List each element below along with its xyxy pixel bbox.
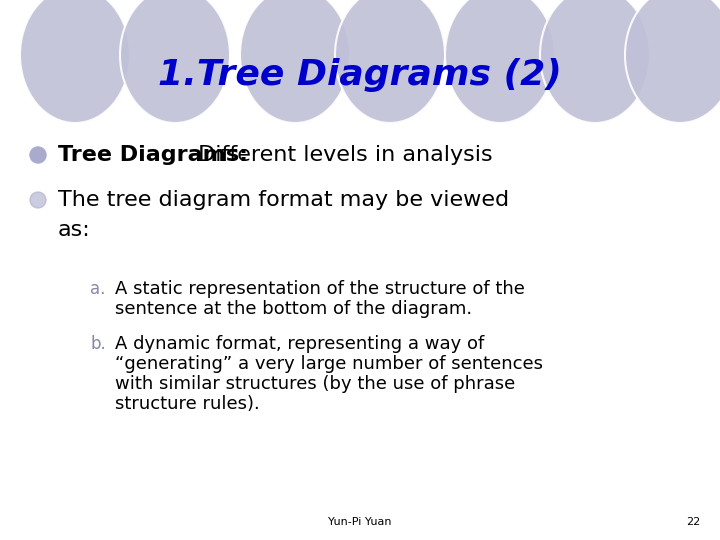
Ellipse shape xyxy=(540,0,650,123)
Text: The tree diagram format may be viewed: The tree diagram format may be viewed xyxy=(58,190,509,210)
Text: A static representation of the structure of the: A static representation of the structure… xyxy=(115,280,525,298)
Text: as:: as: xyxy=(58,220,91,240)
Text: Tree Diagrams:: Tree Diagrams: xyxy=(58,145,248,165)
Text: A dynamic format, representing a way of: A dynamic format, representing a way of xyxy=(115,335,485,353)
Text: 22: 22 xyxy=(685,517,700,527)
Text: “generating” a very large number of sentences: “generating” a very large number of sent… xyxy=(115,355,543,373)
Text: structure rules).: structure rules). xyxy=(115,395,260,413)
Ellipse shape xyxy=(20,0,130,123)
Ellipse shape xyxy=(625,0,720,123)
Text: Different levels in analysis: Different levels in analysis xyxy=(191,145,492,165)
Text: Yun-Pi Yuan: Yun-Pi Yuan xyxy=(328,517,392,527)
Text: a.: a. xyxy=(90,280,105,298)
Ellipse shape xyxy=(445,0,555,123)
Circle shape xyxy=(30,147,46,163)
Text: with similar structures (by the use of phrase: with similar structures (by the use of p… xyxy=(115,375,516,393)
Ellipse shape xyxy=(240,0,350,123)
Circle shape xyxy=(30,192,46,208)
Ellipse shape xyxy=(120,0,230,123)
Text: b.: b. xyxy=(90,335,106,353)
Text: 1.Tree Diagrams (2): 1.Tree Diagrams (2) xyxy=(158,58,562,92)
Ellipse shape xyxy=(335,0,445,123)
Text: sentence at the bottom of the diagram.: sentence at the bottom of the diagram. xyxy=(115,300,472,318)
